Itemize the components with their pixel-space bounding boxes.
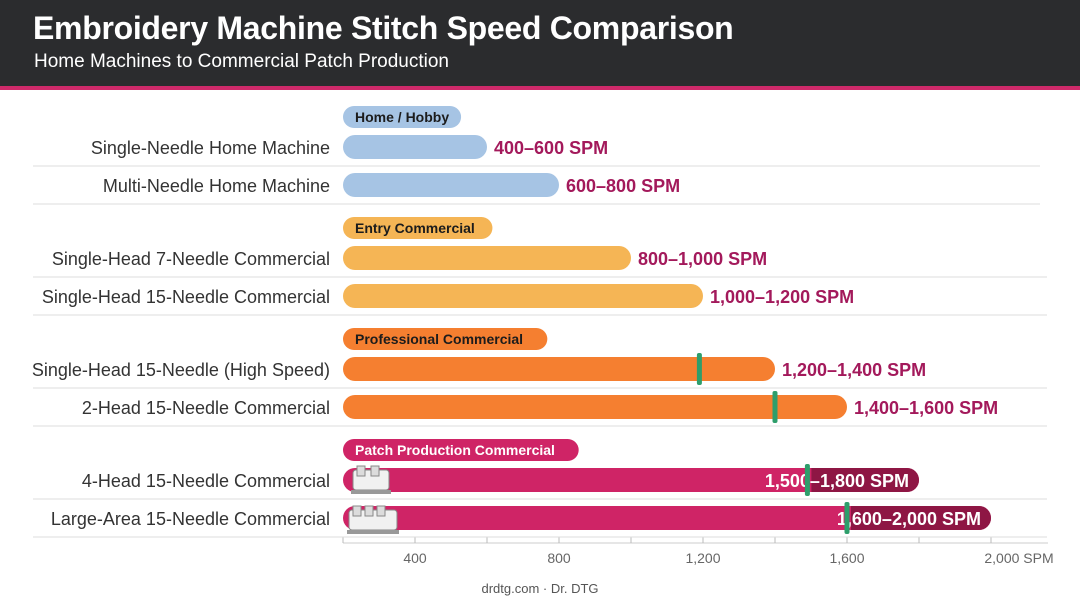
category-label: Single-Head 15-Needle (High Speed)	[32, 360, 330, 380]
group-label: Home / Hobby	[355, 109, 449, 125]
bar-dark-band	[811, 468, 907, 492]
group-label: Professional Commercial	[355, 331, 523, 347]
x-tick-label: 1,600	[829, 550, 864, 566]
stitch-speed-chart: 400 800 1,200 1,600 2,000 SPM Home / Hobby Sin…	[32, 106, 1054, 566]
speed-bar	[343, 395, 847, 419]
machine-icon-part	[351, 490, 391, 494]
chart-title: Embroidery Machine Stitch Speed Comparis…	[33, 10, 734, 46]
category-label: Large-Area 15-Needle Commercial	[51, 509, 330, 529]
machine-icon-part	[364, 505, 374, 517]
speed-marker	[772, 391, 778, 423]
chart-subtitle: Home Machines to Commercial Patch Produc…	[34, 51, 450, 72]
group-pill	[343, 217, 493, 239]
speed-bar	[343, 135, 487, 159]
bar-value-label: 1,200–1,400 SPM	[782, 360, 926, 380]
bar-value-label: 600–800 SPM	[566, 176, 680, 196]
x-tick-label: 800	[547, 550, 571, 566]
bar-value-label: 1,400–1,600 SPM	[854, 398, 998, 418]
footer-credit: drdtg.com · Dr. DTG	[481, 581, 599, 596]
category-label: Single-Head 15-Needle Commercial	[42, 287, 330, 307]
machine-icon-part	[356, 465, 366, 477]
machine-icon-part	[347, 530, 399, 534]
group-pill	[343, 106, 462, 128]
category-label: Multi-Needle Home Machine	[103, 176, 330, 196]
speed-marker	[804, 464, 810, 496]
group-label: Entry Commercial	[355, 220, 475, 236]
group-pill	[343, 439, 579, 461]
bar-value-label: 1,600–2,000 SPM	[837, 509, 981, 529]
category-label: 4-Head 15-Needle Commercial	[82, 471, 330, 491]
machine-icon-part	[376, 505, 386, 517]
header-accent-rule	[0, 86, 1080, 90]
speed-bar	[343, 506, 991, 530]
bar-dark-band	[851, 506, 979, 530]
bar-dark-band-cap	[895, 468, 919, 492]
category-label: Single-Head 7-Needle Commercial	[52, 249, 330, 269]
large-area-machine-icon	[347, 505, 399, 534]
machine-icon-part	[352, 505, 362, 517]
group-pill	[343, 328, 548, 350]
bar-dark-band-cap	[967, 506, 991, 530]
x-tick-label: 1,200	[685, 550, 720, 566]
header-bar	[0, 0, 1080, 86]
speed-marker	[696, 353, 702, 385]
bar-value-label: 800–1,000 SPM	[638, 249, 767, 269]
bar-value-label: 1,000–1,200 SPM	[710, 287, 854, 307]
speed-bar	[343, 173, 559, 197]
speed-bar	[343, 468, 919, 492]
category-label: 2-Head 15-Needle Commercial	[82, 398, 330, 418]
group-label: Patch Production Commercial	[355, 442, 555, 458]
bar-value-label: 1,500–1,800 SPM	[765, 471, 909, 491]
bar-value-label: 400–600 SPM	[494, 138, 608, 158]
speed-bar	[343, 246, 631, 270]
machine-icon-part	[370, 465, 380, 477]
x-tick-label: 2,000 SPM	[984, 550, 1053, 566]
speed-bar	[343, 284, 703, 308]
category-label: Single-Needle Home Machine	[91, 138, 330, 158]
multi-head-machine-icon	[351, 465, 391, 494]
speed-bar	[343, 357, 775, 381]
x-tick-label: 400	[403, 550, 427, 566]
speed-marker	[844, 502, 850, 534]
